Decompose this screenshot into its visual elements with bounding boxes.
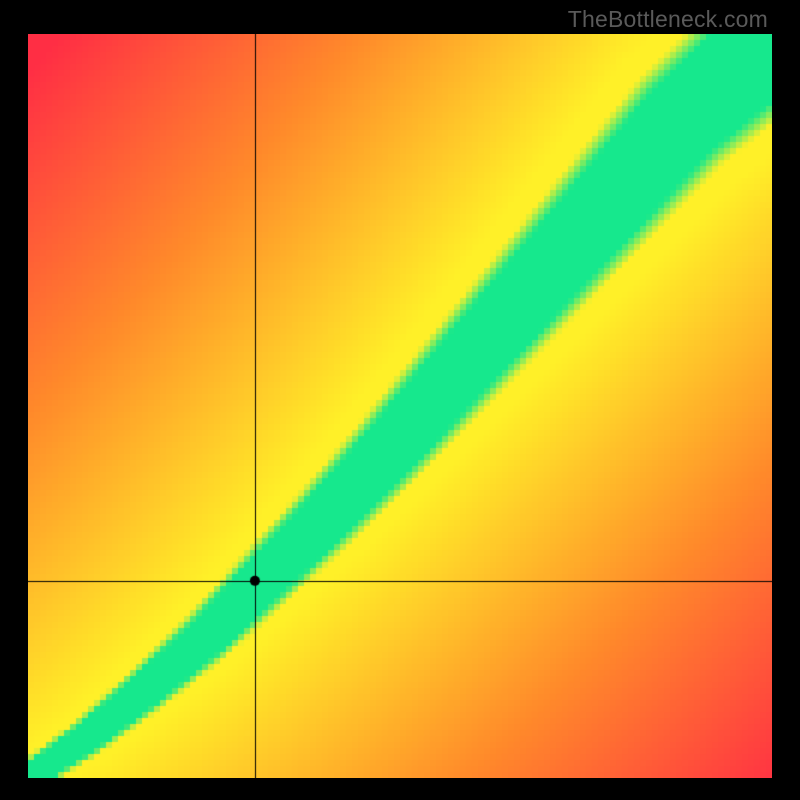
bottleneck-heatmap — [28, 34, 772, 778]
watermark-text: TheBottleneck.com — [568, 6, 768, 33]
